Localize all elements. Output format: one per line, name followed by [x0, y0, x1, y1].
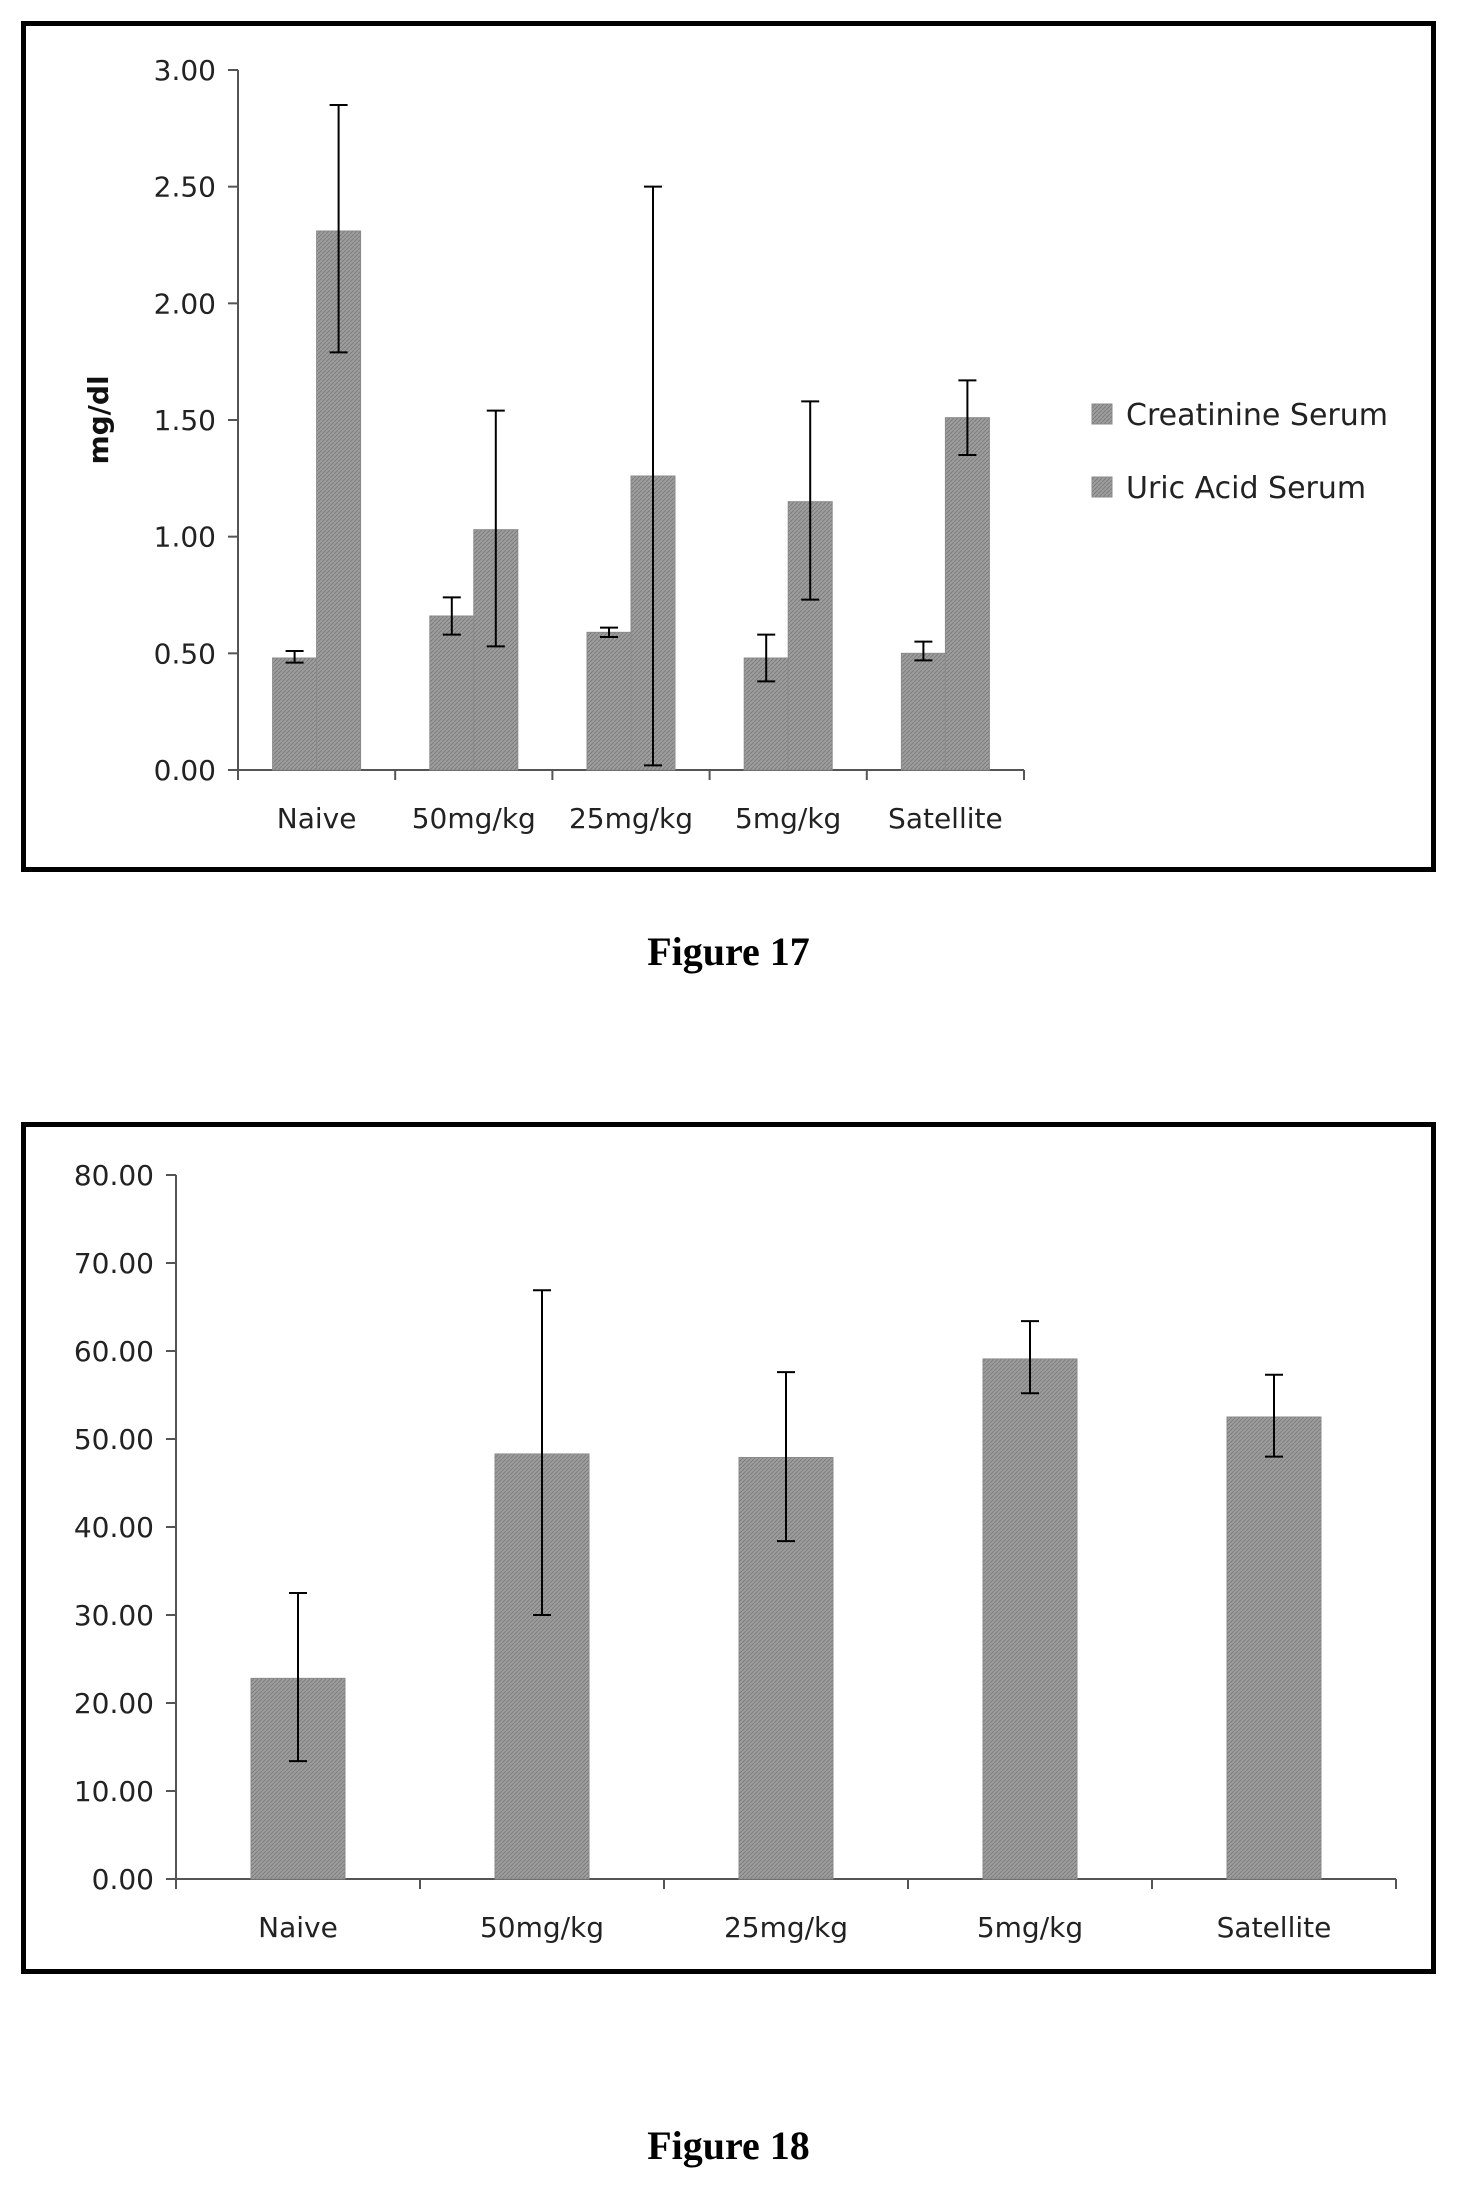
x-tick-label: 50mg/kg	[480, 1911, 604, 1944]
x-tick-label: 25mg/kg	[724, 1911, 848, 1944]
figure-17-caption: Figure 17	[647, 929, 810, 974]
y-tick-label: 30.00	[74, 1599, 154, 1632]
figure-18-caption: Figure 18	[647, 2123, 810, 2168]
y-tick-label: 50.00	[74, 1423, 154, 1456]
bar	[982, 1358, 1078, 1880]
x-tick-label: 25mg/kg	[569, 802, 693, 835]
x-tick-label: Satellite	[1217, 1911, 1332, 1944]
x-tick-label: Naive	[258, 1911, 338, 1944]
legend-swatch	[1091, 476, 1113, 498]
y-tick-label: 2.00	[154, 287, 216, 320]
x-tick-label: 5mg/kg	[735, 802, 841, 835]
y-tick-label: 0.00	[154, 754, 216, 787]
figure-18-chart: 0.00 10.00 20.00 30.00 40.00 50.00 60.00 70.00 8…	[21, 1122, 1436, 1974]
y-tick-label: 1.50	[154, 404, 216, 437]
y-tick-label: 1.00	[154, 521, 216, 554]
y-tick-label: 20.00	[74, 1687, 154, 1720]
y-tick-label: 0.00	[92, 1863, 154, 1896]
y-tick-label: 70.00	[74, 1247, 154, 1280]
figure-18-plot: 0.00 10.00 20.00 30.00 40.00 50.00 60.00 70.00 8…	[74, 1159, 1397, 1944]
bar	[900, 652, 946, 771]
y-axis-label: mg/dl	[82, 375, 115, 464]
bar	[429, 615, 475, 771]
figure-17-plot: 0.00 0.50 1.00 1.50 2.00 2.50 3.00 Naive 50mg/kg…	[82, 54, 1388, 835]
x-tick-label: Satellite	[888, 802, 1003, 835]
figure-17-chart: 0.00 0.50 1.00 1.50 2.00 2.50 3.00 Naive 50mg/kg…	[21, 21, 1436, 872]
legend-swatch	[1091, 403, 1113, 425]
legend-label: Creatinine Serum	[1126, 398, 1388, 433]
bar	[586, 631, 632, 771]
y-tick-label: 0.50	[154, 637, 216, 670]
legend-label: Uric Acid Serum	[1126, 471, 1366, 506]
y-tick-label: 2.50	[154, 171, 216, 204]
y-tick-label: 60.00	[74, 1335, 154, 1368]
x-tick-label: 50mg/kg	[412, 802, 536, 835]
bar	[944, 417, 990, 771]
y-tick-label: 80.00	[74, 1159, 154, 1192]
y-tick-label: 10.00	[74, 1775, 154, 1808]
x-tick-label: 5mg/kg	[977, 1911, 1083, 1944]
y-tick-label: 40.00	[74, 1511, 154, 1544]
bar	[272, 657, 318, 771]
y-tick-label: 3.00	[154, 54, 216, 87]
bar	[1226, 1416, 1322, 1880]
x-tick-label: Naive	[277, 802, 357, 835]
